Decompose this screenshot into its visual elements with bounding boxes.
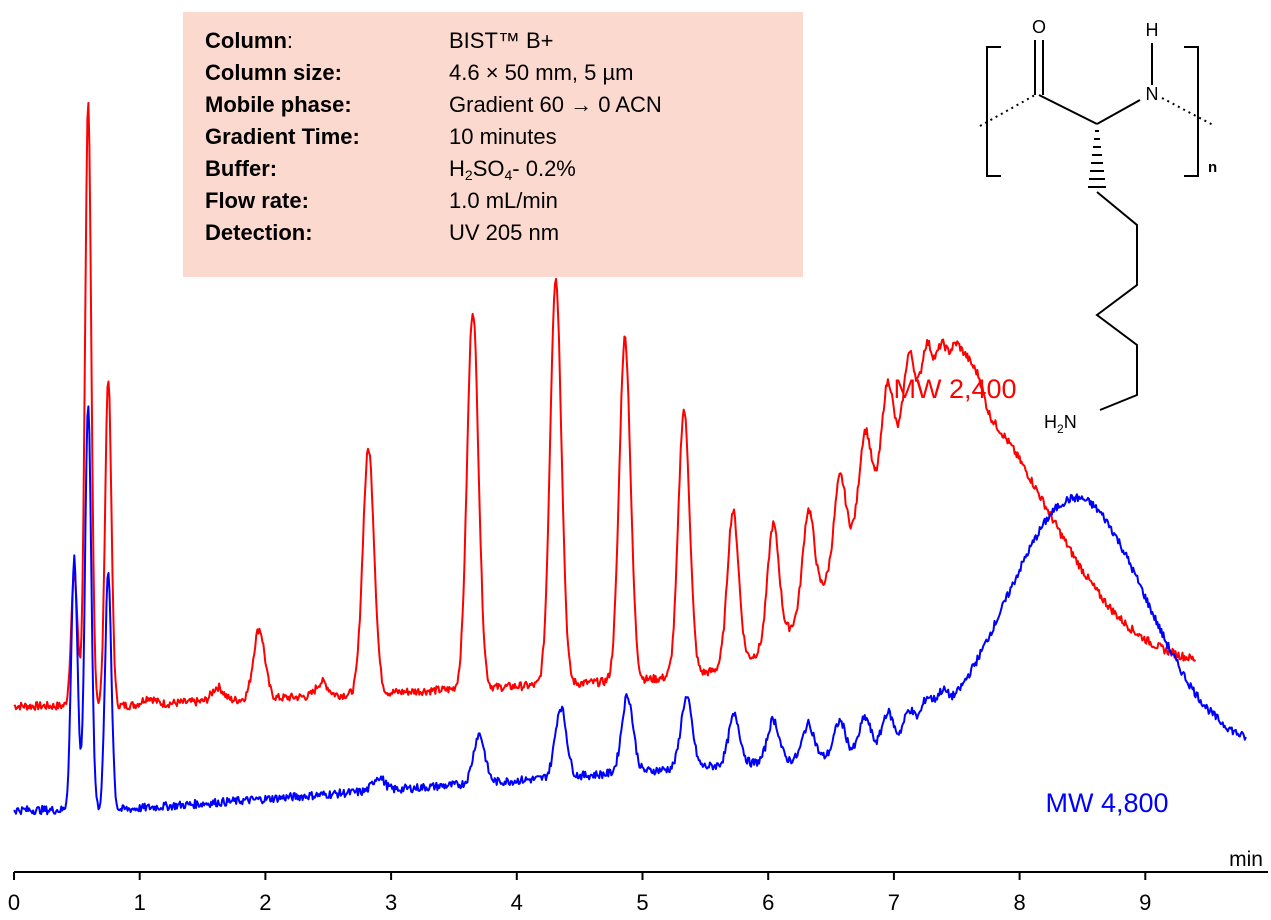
- x-tick-label: 5: [636, 890, 648, 915]
- condition-value: H2SO4- 0.2%: [449, 154, 576, 184]
- buffer-part-h: H: [449, 156, 465, 181]
- conditions-box: Column: BIST™ B+ Column size: 4.6 × 50 m…: [183, 12, 803, 277]
- series-label-mw-4800: MW 4,800: [1045, 788, 1168, 818]
- condition-key: Column size:: [205, 60, 342, 85]
- backbone-bond-2: [1096, 99, 1141, 125]
- atom-o: O: [1032, 17, 1046, 37]
- condition-row-column: Column: BIST™ B+: [205, 26, 795, 56]
- condition-key-colon: :: [286, 28, 294, 53]
- series-label-mw-2400: MW 2,400: [893, 374, 1016, 404]
- atom-nh2-sub: 2: [1057, 422, 1064, 436]
- series-line-mw-4800: [13, 405, 1247, 816]
- x-tick-label: 1: [134, 890, 146, 915]
- x-tick-label: 4: [511, 890, 523, 915]
- structure-atom-labels: O H N n H2N: [1032, 17, 1217, 436]
- buffer-part-conc: - 0.2%: [512, 156, 576, 181]
- condition-row-mobile-phase: Mobile phase: Gradient 60 → 0 ACN: [205, 90, 795, 120]
- x-tick-label: 7: [888, 890, 900, 915]
- condition-value: 1.0 mL/min: [449, 188, 558, 213]
- atom-h: H: [1146, 20, 1159, 40]
- dotted-bond-right: [1161, 97, 1216, 127]
- condition-row-gradient-time: Gradient Time: 10 minutes: [205, 122, 795, 152]
- condition-key: Buffer:: [205, 156, 278, 181]
- x-ticks: 0 1 2 3 4 5 6 7 8 9: [8, 872, 1151, 915]
- condition-row-buffer: Buffer: H2SO4- 0.2%: [205, 154, 795, 184]
- x-tick-label: 6: [762, 890, 774, 915]
- condition-row-flow-rate: Flow rate: 1.0 mL/min: [205, 186, 795, 216]
- series-labels: MW 2,400 MW 4,800: [893, 374, 1168, 818]
- repeat-n: n: [1208, 159, 1217, 176]
- hashed-wedge: [1088, 130, 1106, 188]
- condition-row-column-size: Column size: 4.6 × 50 mm, 5 µm: [205, 58, 795, 88]
- condition-value: UV 205 nm: [449, 220, 560, 245]
- atom-nh2-h: H: [1044, 412, 1057, 432]
- atom-nh2: H2N: [1044, 412, 1077, 436]
- condition-key: Mobile phase:: [205, 92, 352, 117]
- chromatogram-traces: [13, 101, 1247, 816]
- x-tick-label: 9: [1139, 890, 1151, 915]
- condition-key: Column:: [205, 26, 293, 56]
- condition-value: BIST™ B+: [449, 28, 554, 53]
- series-line-mw-2400: [13, 101, 1197, 711]
- condition-key-text: Column: [205, 28, 287, 53]
- right-bracket: [1184, 46, 1199, 177]
- polylysine-structure: [979, 40, 1216, 411]
- x-axis-label: min: [1229, 848, 1263, 871]
- condition-value: 10 minutes: [449, 124, 557, 149]
- condition-key: Detection:: [205, 220, 313, 245]
- atom-nh2-n: N: [1064, 412, 1077, 432]
- x-tick-label: 0: [8, 890, 20, 915]
- side-chain: [1095, 191, 1138, 411]
- dotted-bond-left: [979, 94, 1036, 127]
- buffer-sub-4: 4: [504, 167, 513, 183]
- atom-n: N: [1146, 84, 1159, 104]
- x-axis: 0 1 2 3 4 5 6 7 8 9 min: [8, 848, 1268, 915]
- condition-value: 4.6 × 50 mm, 5 µm: [449, 60, 634, 85]
- condition-row-detection: Detection: UV 205 nm: [205, 218, 795, 248]
- buffer-sub-2: 2: [464, 167, 473, 183]
- buffer-part-so: SO: [472, 156, 505, 181]
- x-tick-label: 2: [259, 890, 271, 915]
- x-tick-label: 3: [385, 890, 397, 915]
- x-tick-label: 8: [1013, 890, 1025, 915]
- condition-key: Flow rate:: [205, 188, 309, 213]
- left-bracket: [986, 46, 1001, 177]
- condition-value: Gradient 60 → 0 ACN: [449, 92, 662, 117]
- backbone-bond-1: [1038, 94, 1098, 125]
- condition-key: Gradient Time:: [205, 124, 360, 149]
